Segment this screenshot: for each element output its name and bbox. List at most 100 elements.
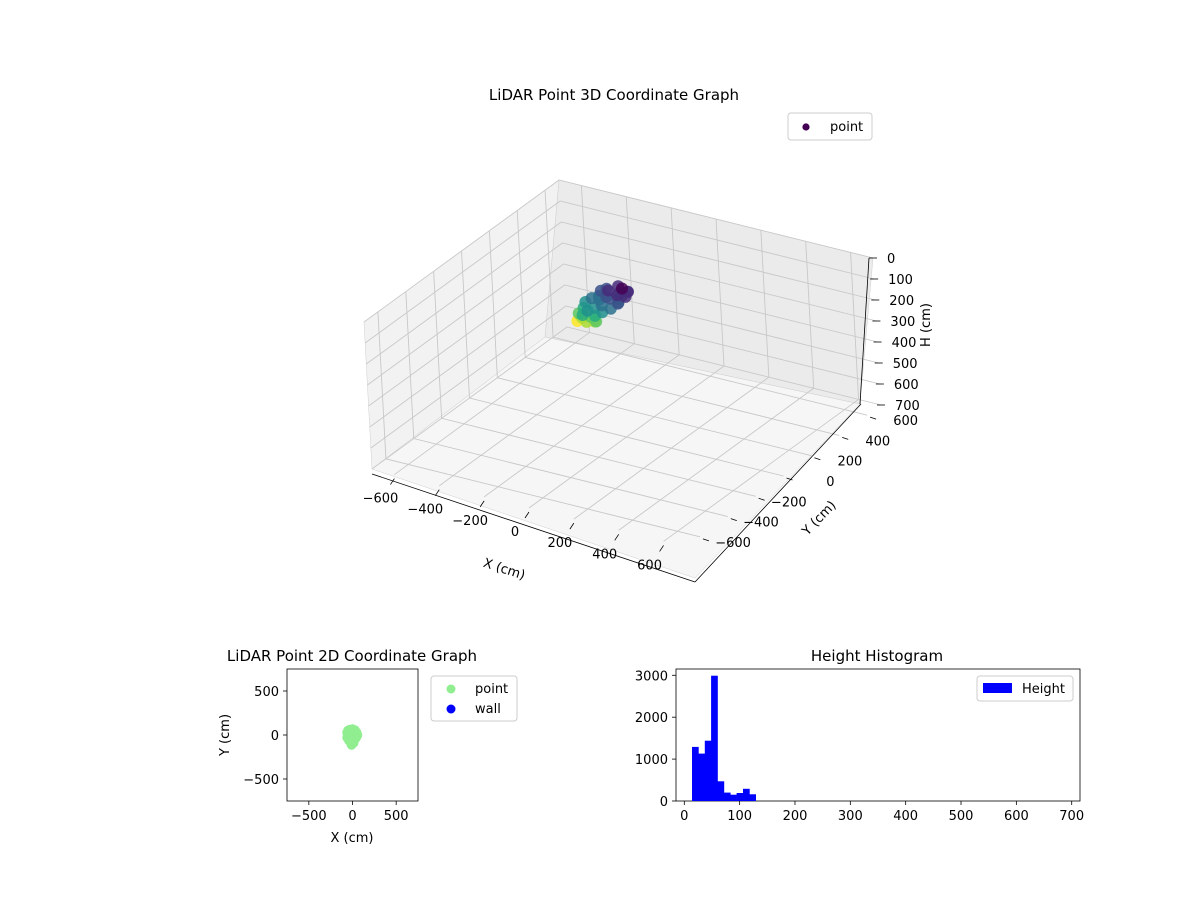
z-tick-label: 300 <box>890 315 915 330</box>
y-tick-label: 500 <box>254 685 279 700</box>
y-tick-mark <box>730 518 737 521</box>
histogram-legend: Height <box>976 675 1074 702</box>
z-tick-label: 100 <box>888 273 913 288</box>
x-tick-label: 100 <box>727 809 752 824</box>
chart2d-legend: point wall <box>430 675 518 722</box>
y-tick-label: 200 <box>838 455 863 470</box>
x-tick-label: 500 <box>384 809 409 824</box>
x-tick-label: 600 <box>637 558 662 573</box>
histogram-bar <box>704 740 712 801</box>
z-tick-label: 700 <box>895 399 920 414</box>
chart2d-points <box>342 724 363 750</box>
z-tick-label: 400 <box>892 336 917 351</box>
scatter-point-3d <box>616 282 628 295</box>
z-tick-label: 0 <box>887 252 895 267</box>
y-axis-line <box>694 403 862 583</box>
y-tick-label: 1000 <box>635 753 668 768</box>
chart2d-x-axis-label: X (cm) <box>331 831 374 846</box>
x-tick-mark <box>390 478 395 485</box>
grid-line-h <box>370 305 880 449</box>
legend-frame <box>976 675 1074 702</box>
histogram-bar <box>698 753 706 801</box>
x-tick-label: −600 <box>363 492 399 507</box>
chart-3d: LiDAR Point 3D Coordinate Graph −600 −400… <box>363 86 934 583</box>
chart-2d: LiDAR Point 2D Coordinate Graph −500 0 500… <box>218 647 518 846</box>
x-tick-label: 200 <box>783 809 808 824</box>
histogram-bar <box>730 794 737 801</box>
histogram-title: Height Histogram <box>811 647 943 665</box>
x-tick-label: 400 <box>893 809 918 824</box>
histogram-ticks: 0 100 200 300 400 500 600 700 0 1000 2000 3000 <box>635 669 1084 824</box>
chart3d-legend: point <box>787 112 873 141</box>
x-axis-line <box>371 473 696 583</box>
legend-marker-point <box>446 684 456 694</box>
legend-frame <box>787 112 873 141</box>
x-tick-label: 0 <box>348 809 356 824</box>
grid-line-h <box>369 284 879 428</box>
grid-line-h <box>364 200 875 344</box>
chart3d-panes <box>363 179 874 579</box>
y-tick-mark <box>786 477 793 481</box>
histogram-bar <box>692 746 699 801</box>
x-tick-label: 400 <box>592 547 617 562</box>
grid-line-h <box>371 326 882 470</box>
y-tick-label: 600 <box>893 414 918 429</box>
x-tick-mark <box>479 500 485 508</box>
chart-histogram: Height Histogram 0 100 200 300 400 500 600 7000… <box>635 647 1084 824</box>
chart2d-title: LiDAR Point 2D Coordinate Graph <box>227 647 477 665</box>
legend-marker-wall <box>446 704 456 714</box>
x-tick-label: 300 <box>838 809 863 824</box>
legend-label-point: point <box>830 120 863 135</box>
x-tick-label: 700 <box>1059 809 1084 824</box>
histogram-bar <box>711 675 718 801</box>
x-tick-mark <box>569 522 575 530</box>
x-tick-mark <box>659 545 664 552</box>
chart3d-ticks: −600−400−2000200400600−600−400−200020040… <box>363 252 920 573</box>
scatter-point-3d <box>602 284 615 297</box>
histogram-bar <box>743 788 750 801</box>
y-tick-label: −600 <box>715 536 751 551</box>
legend-label-wall: wall <box>475 702 501 717</box>
grid-line-h <box>368 263 878 407</box>
y-tick-label: 400 <box>865 434 890 449</box>
chart2d-y-axis-label: Y (cm) <box>218 714 233 757</box>
grid-line-h <box>363 179 874 323</box>
grid-line-h <box>367 242 877 386</box>
grid-line-h <box>366 221 876 365</box>
y-tick-label: −200 <box>771 495 807 510</box>
y-tick-label: 2000 <box>635 711 668 726</box>
y-tick-label: 0 <box>826 475 834 490</box>
x-tick-mark <box>434 489 440 496</box>
z-tick-label: 200 <box>889 294 914 309</box>
x-tick-label: −500 <box>291 809 327 824</box>
histogram-bars <box>692 675 756 801</box>
z-tick-label: 500 <box>893 357 918 372</box>
y-tick-label: −500 <box>243 773 279 788</box>
z-axis-label: H (cm) <box>919 303 934 347</box>
z-axis-line <box>859 257 870 405</box>
x-axis-label: X (cm) <box>481 556 527 584</box>
x-tick-mark <box>614 534 620 541</box>
y-tick-mark <box>842 437 849 440</box>
z-tick-label: 600 <box>894 378 919 393</box>
legend-label-height: Height <box>1022 682 1065 697</box>
x-tick-label: 200 <box>547 536 572 551</box>
y-tick-label: −400 <box>743 516 779 531</box>
histogram-bar <box>723 792 731 801</box>
y-tick-mark <box>758 497 765 501</box>
chart3d-points <box>571 280 634 328</box>
histogram-bar <box>736 793 744 801</box>
histogram-bar <box>749 794 756 801</box>
chart3d-title: LiDAR Point 3D Coordinate Graph <box>489 86 739 104</box>
x-tick-label: −200 <box>452 514 488 529</box>
y-tick-mark <box>869 416 877 420</box>
histogram-bar <box>717 781 725 801</box>
x-tick-mark <box>524 511 530 519</box>
legend-swatch-height <box>983 683 1012 693</box>
y-tick-label: 3000 <box>635 669 668 684</box>
legend-marker-point <box>802 123 810 131</box>
y-tick-label: 0 <box>660 795 668 810</box>
x-tick-label: 0 <box>511 525 519 540</box>
y-tick-mark <box>702 538 710 542</box>
x-tick-label: 500 <box>949 809 974 824</box>
